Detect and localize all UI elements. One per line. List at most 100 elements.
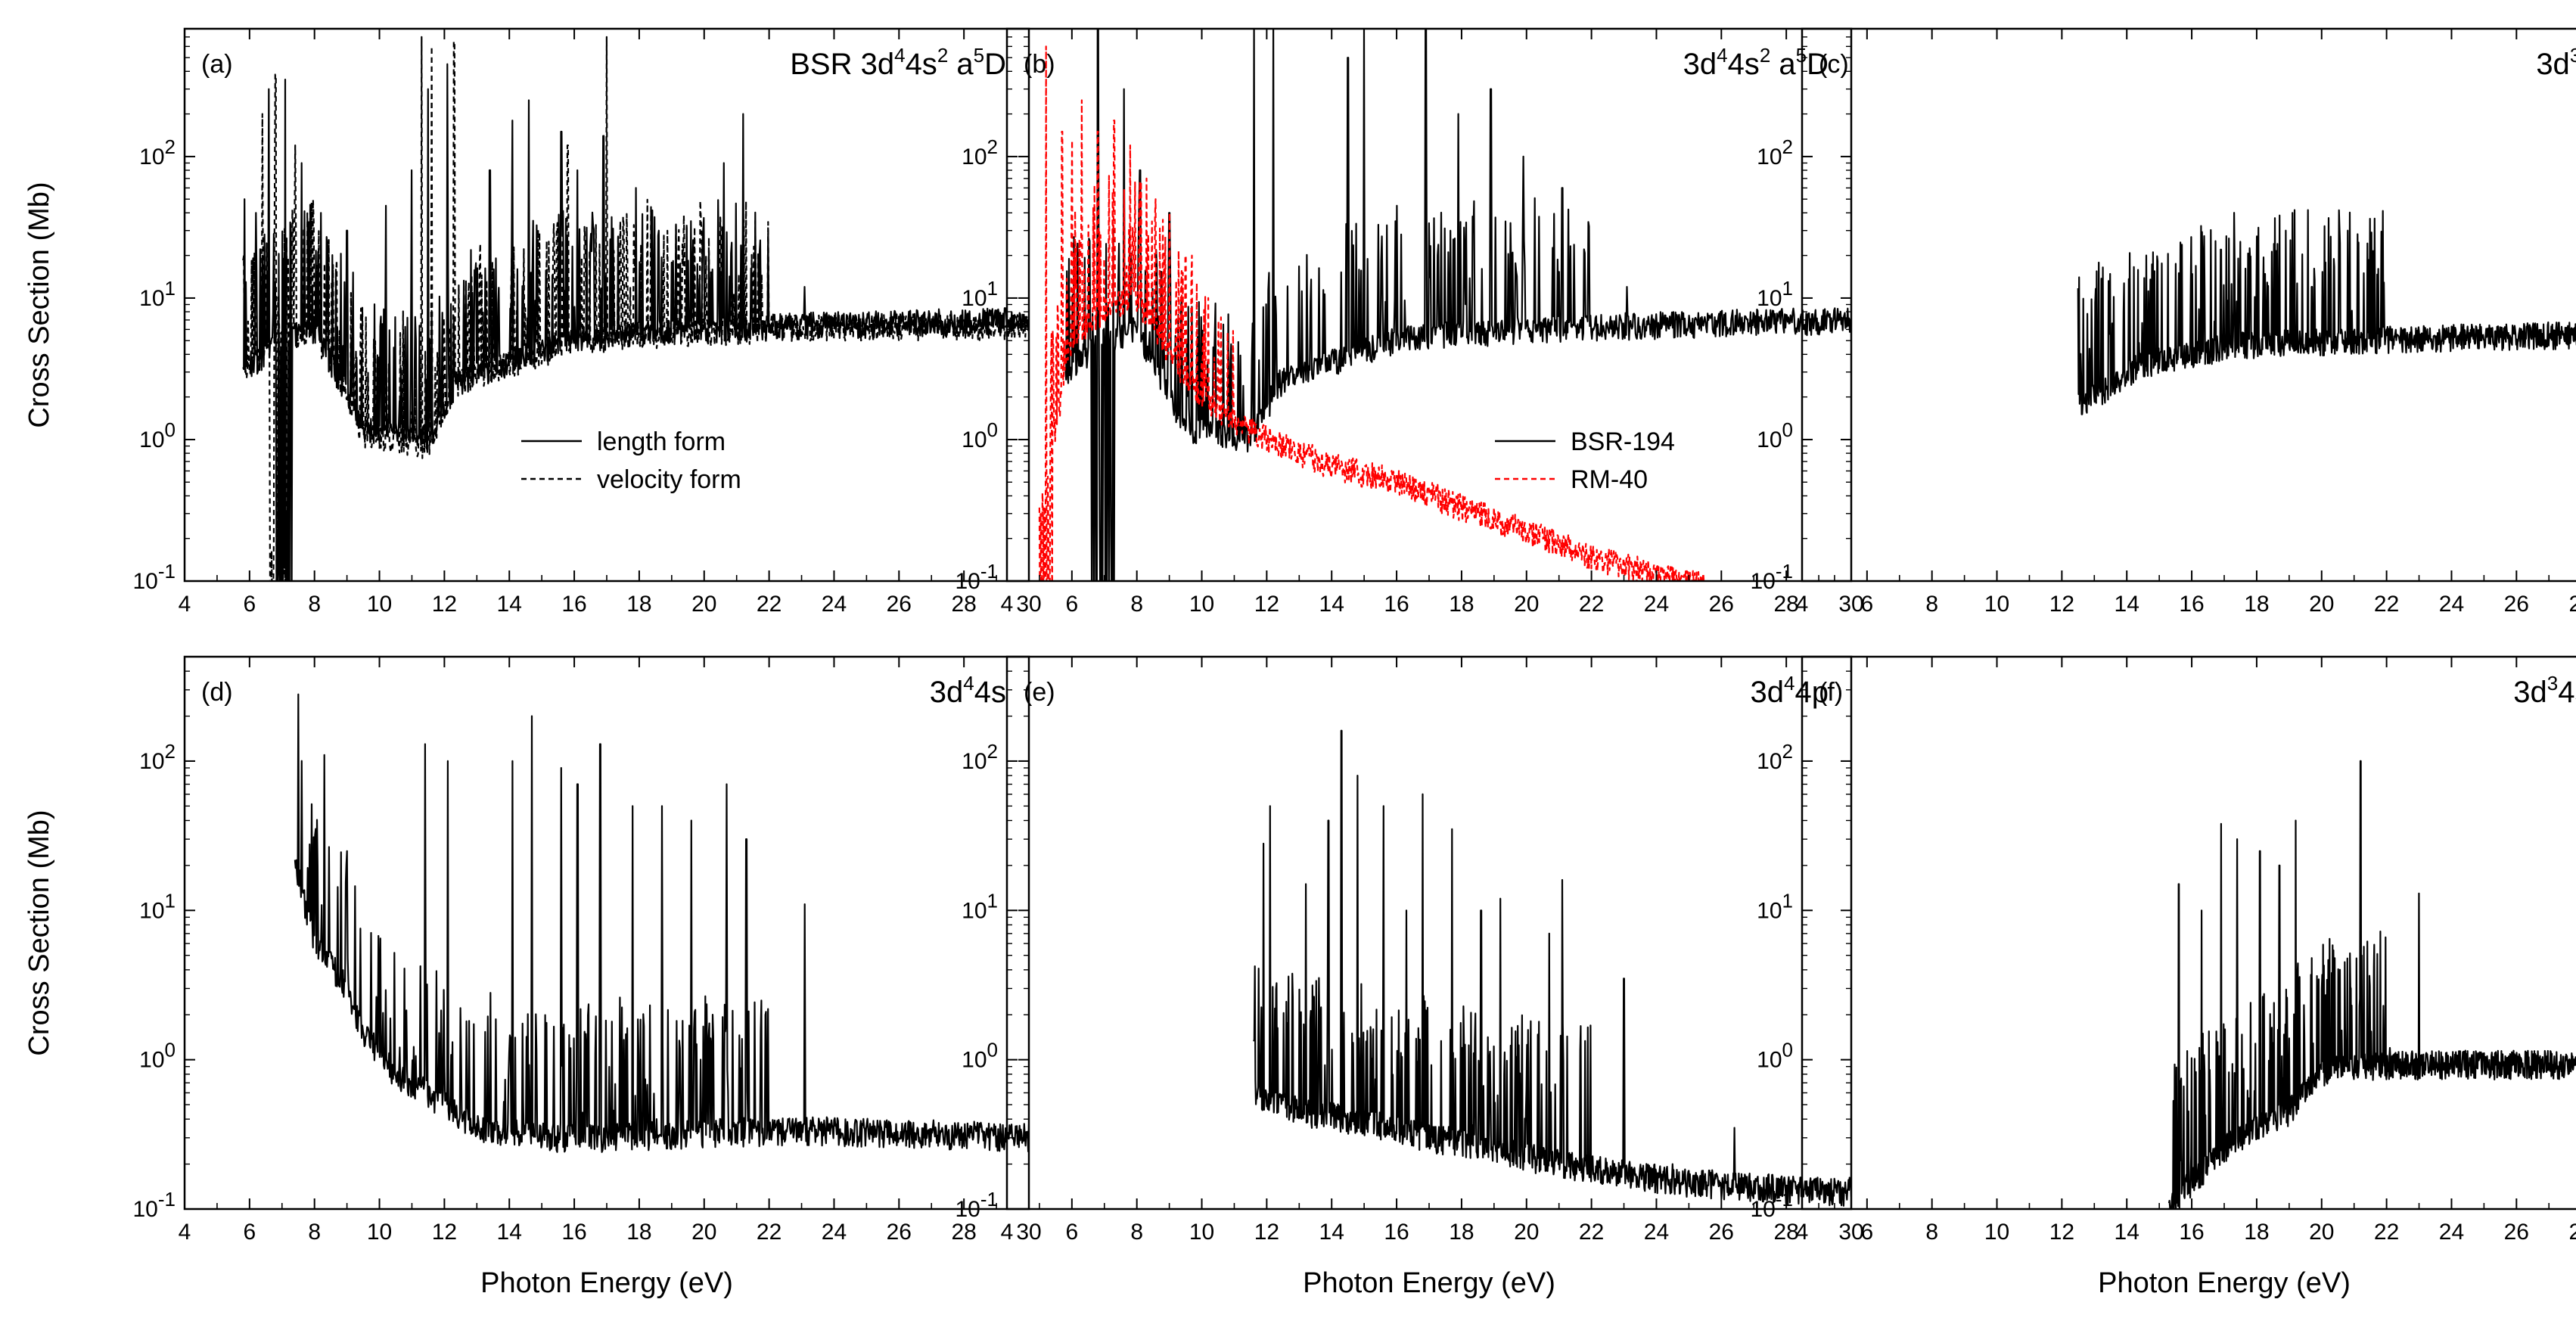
legend: BSR-194 RM-40 <box>1495 427 1675 494</box>
y-tick-label: 100 <box>962 418 998 452</box>
y-tick-label: 10-1 <box>1751 560 1794 594</box>
y-tick-label: 102 <box>139 740 176 774</box>
x-tick-label: 28 <box>1773 592 1798 617</box>
y-tick-label: 102 <box>962 135 998 169</box>
x-axis-title: Photon Energy (eV) <box>1303 1267 1555 1299</box>
x-tick-label: 20 <box>2309 1220 2334 1245</box>
x-tick-label: 30 <box>1016 592 1041 617</box>
y-tick-label: 102 <box>139 135 176 169</box>
panel-tag: (d) <box>201 678 233 707</box>
x-tick-label: 12 <box>2049 1220 2074 1245</box>
x-tick-label: 28 <box>2568 592 2576 617</box>
x-tick-label: 24 <box>2439 1220 2464 1245</box>
x-axis-title: Photon Energy (eV) <box>480 1267 733 1299</box>
x-tick-label: 18 <box>2244 592 2269 617</box>
x-tick-label: 6 <box>1861 1220 1874 1245</box>
x-tick-label: 18 <box>626 1220 651 1245</box>
panel-tag: (c) <box>1819 50 1849 79</box>
y-tick-label: 100 <box>139 1039 176 1073</box>
x-tick-label: 30 <box>1838 1220 1863 1245</box>
series-line-velocity-form <box>242 36 1029 581</box>
x-tick-label: 20 <box>691 1220 716 1245</box>
x-tick-label: 10 <box>1189 1220 1214 1245</box>
y-tick-label: 10-1 <box>133 1188 176 1222</box>
state-label: 3d44s2 a5D <box>1683 44 1829 81</box>
x-tick-label: 8 <box>308 1220 321 1245</box>
x-tick-label: 24 <box>1644 592 1669 617</box>
x-tick-label: 20 <box>1514 592 1539 617</box>
y-tick-label: 10-1 <box>1751 1188 1794 1222</box>
x-tick-label: 8 <box>1925 1220 1938 1245</box>
series-line-3d34s4p <box>2167 760 2576 1209</box>
x-tick-label: 10 <box>1984 592 2009 617</box>
x-tick-label: 16 <box>561 592 586 617</box>
x-tick-label: 4 <box>1796 592 1809 617</box>
y-tick-label: 101 <box>139 277 176 311</box>
x-tick-label: 28 <box>1773 1220 1798 1245</box>
y-tick-label: 10-1 <box>133 560 176 594</box>
state-label: 3d44p <box>1751 672 1829 709</box>
x-tick-label: 4 <box>1796 1220 1809 1245</box>
x-tick-label: 24 <box>822 1220 847 1245</box>
x-tick-label: 12 <box>2049 592 2074 617</box>
x-tick-label: 10 <box>367 1220 392 1245</box>
x-tick-label: 26 <box>1709 592 1734 617</box>
y-tick-label: 101 <box>1757 889 1793 923</box>
panel-tag: (b) <box>1024 50 1055 79</box>
x-tick-label: 12 <box>432 592 457 617</box>
y-tick-label: 100 <box>139 418 176 452</box>
x-tick-label: 30 <box>1838 592 1863 617</box>
x-tick-label: 18 <box>2244 1220 2269 1245</box>
x-tick-label: 6 <box>1066 592 1079 617</box>
y-tick-label: 100 <box>962 1039 998 1073</box>
x-tick-label: 6 <box>244 1220 256 1245</box>
x-tick-label: 12 <box>432 1220 457 1245</box>
legend: length form velocity form <box>521 427 741 494</box>
state-label: 3d34s2 <box>2536 44 2576 81</box>
x-tick-label: 24 <box>822 592 847 617</box>
panel-tag: (f) <box>1819 678 1843 707</box>
x-tick-label: 8 <box>1130 592 1143 617</box>
plot-frame <box>1801 27 2576 583</box>
state-label: 3d44s <box>930 672 1006 709</box>
x-tick-label: 4 <box>179 592 191 617</box>
x-tick-label: 12 <box>1254 1220 1279 1245</box>
y-tick-label: 101 <box>1757 277 1793 311</box>
x-tick-label: 12 <box>1254 592 1279 617</box>
x-tick-label: 14 <box>1319 592 1344 617</box>
x-tick-label: 14 <box>497 592 522 617</box>
series-line-3d34s2 <box>2077 209 2576 415</box>
x-tick-label: 14 <box>1319 1220 1344 1245</box>
x-tick-label: 24 <box>1644 1220 1669 1245</box>
y-tick-label: 10-1 <box>956 1188 999 1222</box>
x-tick-label: 26 <box>2504 592 2529 617</box>
x-tick-label: 8 <box>308 592 321 617</box>
x-tick-label: 18 <box>1449 592 1474 617</box>
y-tick-label: 102 <box>962 740 998 774</box>
x-tick-label: 26 <box>1709 1220 1734 1245</box>
x-tick-label: 20 <box>1514 1220 1539 1245</box>
x-tick-label: 8 <box>1925 592 1938 617</box>
x-tick-label: 26 <box>887 1220 912 1245</box>
y-tick-label: 102 <box>1757 135 1793 169</box>
y-axis-title: Cross Section (Mb) <box>23 182 55 427</box>
series-line-3d44p <box>1253 729 1851 1207</box>
y-tick-label: 102 <box>1757 740 1793 774</box>
x-tick-label: 14 <box>2115 1220 2139 1245</box>
x-tick-label: 4 <box>1001 1220 1014 1245</box>
series-line-3d44s <box>294 693 1029 1153</box>
y-axis-title: Cross Section (Mb) <box>23 810 55 1055</box>
x-tick-label: 16 <box>1384 592 1409 617</box>
x-tick-label: 28 <box>951 592 976 617</box>
y-tick-label: 10-1 <box>956 560 999 594</box>
x-tick-label: 4 <box>179 1220 191 1245</box>
y-tick-label: 101 <box>962 277 998 311</box>
panel-f: 4 6 8 10 12 14 16 18 20 22 24 26 28 30 10-1 100 101 102 (f… <box>1751 655 2576 1299</box>
x-tick-label: 10 <box>367 592 392 617</box>
series-line-bsr-194 <box>1064 29 1851 581</box>
x-tick-label: 14 <box>2115 592 2139 617</box>
panel-c: 4 6 8 10 12 14 16 18 20 22 24 26 28 30 10-1 100 101 102 (c… <box>1751 27 2576 617</box>
x-tick-label: 16 <box>561 1220 586 1245</box>
x-tick-label: 22 <box>757 1220 782 1245</box>
